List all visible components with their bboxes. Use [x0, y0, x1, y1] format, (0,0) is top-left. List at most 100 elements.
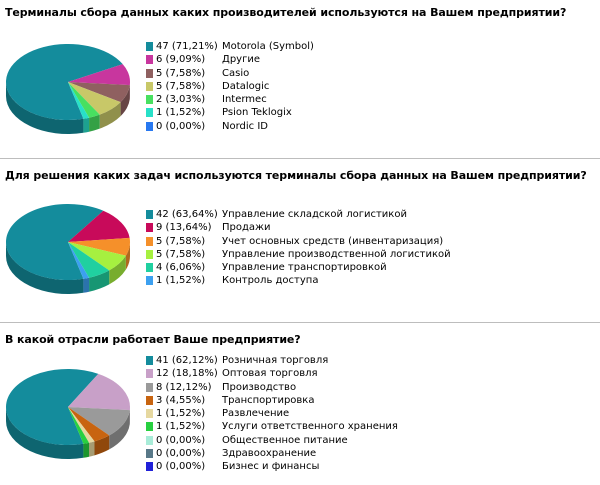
- pie-slice: Casio: [68, 82, 130, 103]
- pie-slice: Контроль доступа: [68, 242, 90, 279]
- legend-swatch: [146, 462, 153, 472]
- question-title: Для решения каких задач используются тер…: [5, 169, 587, 182]
- pie-slice: Оптовая торговля: [68, 373, 130, 411]
- pie-slice: Intermec: [68, 82, 100, 118]
- pie-slice-side: [89, 441, 95, 457]
- legend-swatch: [146, 369, 153, 379]
- pie-slice-side: [89, 270, 110, 292]
- legend-value: 42 (63,64%): [156, 209, 218, 220]
- pie-slice: Продажи: [68, 210, 130, 242]
- question-title: В какой отрасли работает Ваше предприяти…: [5, 333, 301, 346]
- legend-swatch: [146, 68, 153, 78]
- pie-slice: Учет основных средств (инвентаризация): [68, 237, 130, 256]
- legend-label: Другие: [222, 54, 260, 66]
- legend-label: Nordic ID: [222, 120, 268, 132]
- legend-value: 0 (0,00%): [156, 461, 206, 473]
- legend-label: Розничная торговля: [222, 355, 329, 366]
- legend-label: Casio: [222, 67, 250, 79]
- pie-slice: Производство: [68, 407, 130, 436]
- pie-chart: Motorola (Symbol)ДругиеCasioDatalogicInt…: [6, 44, 130, 134]
- legend-label: Контроль доступа: [222, 275, 319, 287]
- legend-value: 41 (62,12%): [156, 355, 218, 366]
- legend-label: Учет основных средств (инвентаризация): [222, 235, 444, 247]
- legend-value: 0 (0,00%): [156, 120, 206, 132]
- legend-label: Транспортировка: [222, 394, 315, 406]
- legend-value: 9 (13,64%): [156, 222, 212, 234]
- legend-label: Motorola (Symbol): [222, 41, 314, 52]
- legend-value: 1 (1,52%): [156, 107, 206, 119]
- legend-label: Здравоохранение: [222, 448, 317, 460]
- legend-swatch: [146, 409, 153, 419]
- legend-swatch: [146, 55, 153, 65]
- legend-label: Datalogic: [222, 80, 270, 92]
- pie-slice: Другие: [68, 64, 130, 86]
- legend-label: Оптовая торговля: [222, 368, 318, 380]
- legend-value: 6 (9,09%): [156, 54, 206, 66]
- pie-slice: Развлечение: [68, 407, 95, 443]
- pie-slice: Услуги ответственного хранения: [68, 407, 90, 444]
- divider: [0, 322, 600, 323]
- legend-swatch: [146, 449, 153, 459]
- legend-swatch: [146, 395, 153, 405]
- legend-swatch: [146, 263, 153, 273]
- legend-label: Продажи: [222, 222, 271, 234]
- legend-label: Psion Teklogix: [222, 107, 292, 119]
- pie-slice-side: [6, 407, 84, 459]
- legend-value: 1 (1,52%): [156, 275, 206, 287]
- pie-chart: Управление складской логистикойПродажиУч…: [5, 204, 130, 294]
- pie-slice: Розничная торговля: [6, 369, 99, 445]
- legend-value: 5 (7,58%): [156, 235, 206, 247]
- pie-slice-side: [6, 82, 84, 134]
- legend-value: 1 (1,52%): [156, 421, 206, 433]
- legend-value: 0 (0,00%): [156, 448, 206, 460]
- legend-swatch: [146, 223, 153, 233]
- divider: [0, 158, 600, 159]
- legend-swatch: [146, 382, 153, 392]
- legend-value: 0 (0,00%): [156, 434, 206, 446]
- legend-label: Производство: [222, 381, 297, 393]
- pie-slice-side: [109, 255, 126, 285]
- legend-swatch: [146, 422, 153, 432]
- legend-value: 4 (6,06%): [156, 262, 206, 274]
- pie-slice: Транспортировка: [68, 407, 110, 442]
- pie-slice-side: [94, 435, 110, 456]
- legend-label: Услуги ответственного хранения: [222, 421, 398, 433]
- legend-label: Бизнес и финансы: [222, 461, 320, 473]
- chart-section-tasks: Для решения каких задач используются тер…: [0, 169, 600, 309]
- legend-label: Управление складской логистикой: [222, 209, 407, 220]
- legend-swatch: [146, 236, 153, 246]
- pie-slice: Управление транспортировкой: [68, 242, 110, 278]
- pie-slice: Psion Teklogix: [68, 82, 90, 119]
- legend-value: 5 (7,58%): [156, 67, 206, 79]
- legend-swatch: [146, 81, 153, 91]
- legend-value: 3 (4,55%): [156, 394, 206, 406]
- pie-slice-side: [120, 85, 130, 117]
- legend-swatch: [146, 249, 153, 259]
- question-title: Терминалы сбора данных каких производите…: [5, 6, 567, 19]
- pie-slice-side: [89, 114, 100, 132]
- legend-swatch: [146, 435, 153, 445]
- pie-slice-side: [83, 277, 90, 293]
- legend-label: Развлечение: [222, 408, 290, 420]
- legend-swatch: [146, 356, 153, 365]
- legend-swatch: [146, 121, 153, 131]
- pie-slice: Управление складской логистикой: [5, 204, 104, 280]
- legend-swatch: [146, 42, 153, 51]
- legend-swatch: [146, 210, 153, 219]
- legend-swatch: [146, 95, 153, 105]
- pie-slice-side: [99, 102, 121, 129]
- pie-slice-side: [83, 442, 90, 458]
- legend-value: 5 (7,58%): [156, 248, 206, 260]
- pie-slice-side: [6, 242, 84, 294]
- legend-value: 5 (7,58%): [156, 80, 206, 92]
- legend-swatch: [146, 108, 153, 118]
- pie-slice: Motorola (Symbol): [6, 44, 123, 120]
- legend-swatch: [146, 276, 153, 286]
- legend-label: Intermec: [222, 94, 267, 106]
- legend-label: Управление производственной логистикой: [222, 248, 451, 260]
- chart-section-manufacturers: Терминалы сбора данных каких производите…: [0, 6, 600, 154]
- pie-slice-side: [83, 117, 90, 133]
- legend-value: 47 (71,21%): [156, 41, 218, 52]
- pie-slice: Datalogic: [68, 82, 121, 115]
- legend-value: 8 (12,12%): [156, 381, 212, 393]
